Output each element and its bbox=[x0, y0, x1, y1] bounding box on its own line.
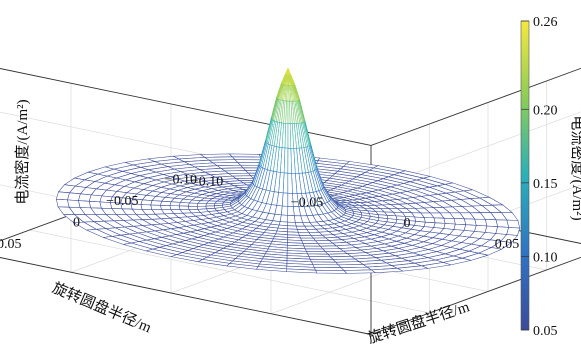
surface-cell bbox=[485, 219, 497, 226]
surface-cell bbox=[344, 270, 376, 274]
colorbar-tick-label: 0.15 bbox=[533, 177, 558, 192]
surface-cell bbox=[56, 199, 69, 207]
y-tick-label: 0 bbox=[73, 216, 80, 231]
surface-cell bbox=[89, 195, 101, 202]
surface-mesh bbox=[56, 68, 519, 273]
surface-cell bbox=[288, 124, 291, 149]
y-tick-label: −0.05 bbox=[106, 194, 138, 209]
colorbar-tick-label: 0.20 bbox=[533, 103, 558, 118]
x-tick-label: −0.10 bbox=[191, 175, 223, 190]
surface-cell bbox=[188, 206, 198, 209]
z-axis-label: 电流密度/(A/m²) bbox=[14, 99, 31, 204]
x-tick-label: 0.05 bbox=[495, 237, 520, 252]
surface-cell bbox=[496, 220, 509, 228]
surface-cell bbox=[496, 227, 509, 235]
surface-cell bbox=[67, 200, 80, 208]
surface-cell bbox=[151, 205, 162, 210]
surface-cell bbox=[170, 202, 180, 206]
colorbar bbox=[521, 21, 529, 330]
surface-cell bbox=[78, 194, 91, 202]
box-edge bbox=[0, 62, 371, 145]
x-tick-label: 0 bbox=[404, 216, 411, 231]
surface-cell bbox=[288, 173, 293, 193]
surface-cell bbox=[507, 227, 520, 235]
surface-cell bbox=[288, 101, 290, 124]
surface-cell bbox=[179, 206, 189, 210]
surface-cell bbox=[288, 148, 292, 173]
x-tick-label: −0.05 bbox=[291, 195, 323, 210]
surface-cell bbox=[297, 229, 309, 232]
surface-cell bbox=[475, 219, 487, 226]
surface-cell bbox=[141, 200, 152, 205]
surface-cell bbox=[160, 201, 171, 205]
surface-cell bbox=[170, 206, 180, 210]
surface-cell bbox=[298, 232, 311, 235]
surface-cell bbox=[160, 205, 170, 209]
surface-cell bbox=[288, 215, 296, 222]
surface-cell bbox=[454, 219, 466, 225]
surface-cell bbox=[179, 202, 189, 206]
surface-cell bbox=[316, 270, 347, 273]
surface-cell bbox=[188, 203, 198, 206]
surface-cell bbox=[141, 205, 152, 210]
colorbar-label: 电流密度/(A/m²) bbox=[569, 115, 581, 220]
colorbar-tick-label: 0.10 bbox=[533, 250, 558, 265]
surface-cell bbox=[507, 220, 520, 228]
surface-cell bbox=[464, 219, 476, 226]
colorbar-tick-label: 0.26 bbox=[533, 15, 558, 30]
surface-cell bbox=[299, 235, 313, 238]
y-axis-label: 旋转圆盘半径/m bbox=[50, 278, 155, 336]
surface-cell bbox=[89, 201, 101, 208]
surface-cell bbox=[56, 192, 69, 200]
surface-cell bbox=[296, 226, 307, 229]
colorbar-tick-label: 0.05 bbox=[533, 324, 558, 339]
x-axis-label: 旋转圆盘半径/m bbox=[365, 297, 472, 347]
surface-cell bbox=[78, 201, 90, 208]
surface-cell bbox=[151, 201, 162, 206]
y-tick-label: 0.05 bbox=[0, 237, 22, 252]
